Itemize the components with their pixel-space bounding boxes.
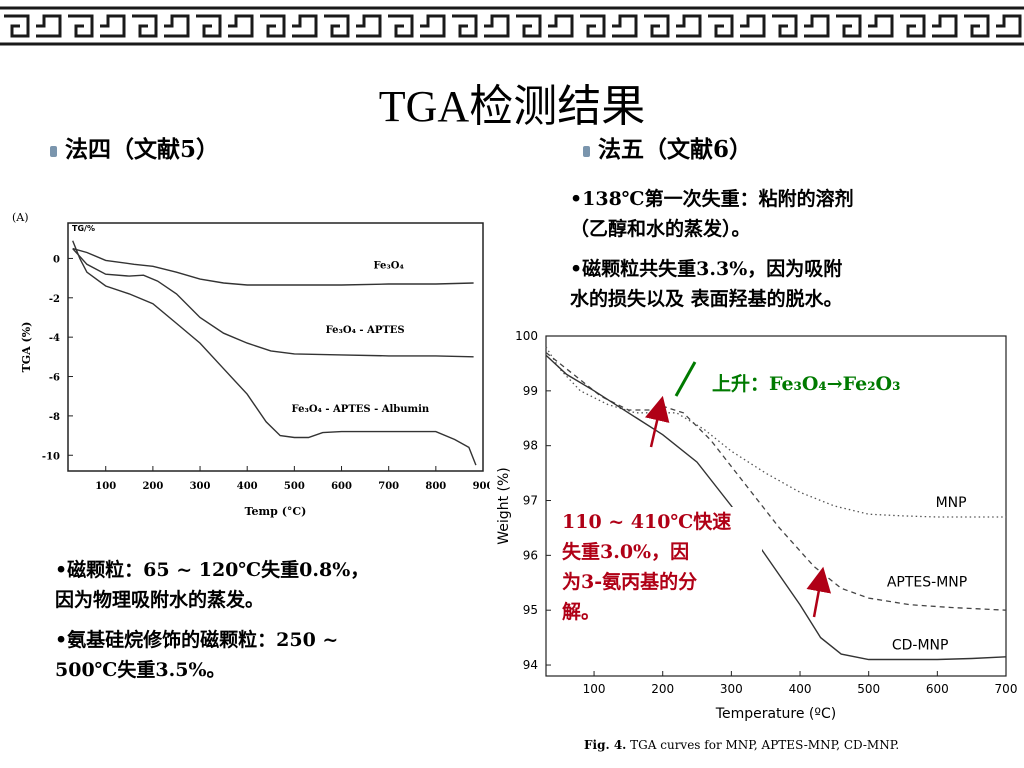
x-tick-label: 700: [378, 481, 399, 492]
red-note-line: 解。: [562, 601, 601, 623]
x-tick-label: 300: [190, 481, 211, 492]
series-line: [72, 248, 474, 358]
y-tick-label: -8: [49, 412, 60, 423]
x-tick-label: 500: [284, 481, 305, 492]
x-axis-label: Temperature (ºC): [715, 706, 836, 722]
y-tick-label: 98: [523, 439, 538, 453]
left-notes: •磁颗粒：65 ~ 120℃失重0.8%， 因为物理吸附水的蒸发。 •氨基硅烷修…: [55, 555, 475, 685]
x-tick-label: 600: [926, 682, 949, 696]
series-line: [72, 247, 474, 286]
corner-label: TG/%: [72, 224, 95, 233]
note-line: 因为物理吸附水的蒸发。: [55, 589, 265, 611]
y-axis-label: Weight (%): [496, 467, 512, 544]
series-line: [545, 354, 1007, 661]
x-tick-label: 800: [425, 481, 446, 492]
green-pointer-line: [674, 361, 697, 397]
red-arrow-upper: [645, 395, 670, 448]
y-tick-label: 95: [523, 603, 538, 617]
x-tick-label: 400: [789, 682, 812, 696]
y-tick-label: 96: [523, 548, 538, 562]
plot-frame: [545, 335, 1007, 677]
series-label: Fe₃O₄ - APTES - Albumin: [292, 404, 430, 415]
x-tick-label: 500: [857, 682, 880, 696]
y-tick-label: 97: [523, 494, 538, 508]
series-line: [72, 240, 477, 466]
tga-chart-a: 100 200 300 400 500 600 700 800 900 0 -2 -4 -6 -8 -10 T…: [12, 211, 490, 518]
x-tick-label: 700: [995, 682, 1018, 696]
red-note-line: 失重3.0%，因: [562, 541, 690, 563]
x-tick-label: 200: [651, 682, 674, 696]
y-tick-label: 100: [515, 329, 538, 343]
red-note-line: 110 ~ 410℃快速: [562, 511, 732, 533]
note-line: 500℃失重3.5%。: [55, 659, 226, 681]
x-tick-label: 400: [237, 481, 258, 492]
figure-caption: Fig. 4. TGA curves for MNP, APTES-MNP, C…: [584, 738, 899, 752]
y-axis-label: TGA (%): [20, 322, 33, 373]
x-tick-label: 100: [95, 481, 116, 492]
rise-annotation: 上升：Fe₃O₄→Fe₂O₃: [712, 369, 900, 399]
x-tick-label: 600: [331, 481, 352, 492]
note-line: •磁颗粒共失重3.3%，因为吸附: [570, 258, 843, 280]
tga-chart-b: 100 200 300 400 500 600 700 94 95 96 97 98 99 100 Temp…: [496, 329, 1018, 722]
bullet-icon: [50, 145, 57, 157]
y-tick-label: -6: [49, 373, 60, 384]
slide-title: TGA检测结果: [378, 82, 646, 131]
red-note-line: 为3-氨丙基的分: [562, 571, 698, 593]
x-tick-label: 900: [473, 481, 490, 492]
right-heading-text: 法五（文献6）: [598, 136, 753, 163]
series-label: MNP: [936, 495, 967, 511]
y-tick-label: -4: [49, 333, 60, 344]
caption-text: TGA curves for MNP, APTES-MNP, CD-MNP.: [626, 738, 900, 752]
series-label: APTES-MNP: [887, 575, 967, 591]
note-line: •138℃第一次失重：粘附的溶剂: [570, 188, 854, 210]
y-tick-label: -2: [49, 294, 60, 305]
note-line: （乙醇和水的蒸发）。: [570, 218, 751, 240]
decorative-banner: [0, 0, 1024, 52]
bullet-icon: [583, 145, 590, 157]
panel-label: (A): [12, 211, 29, 224]
note-line: •磁颗粒：65 ~ 120℃失重0.8%，: [55, 559, 370, 581]
red-arrow-lower: [806, 566, 832, 618]
series-label: CD-MNP: [892, 638, 949, 654]
y-tick-label: -10: [42, 451, 60, 462]
rise-formula: Fe₃O₄→Fe₂O₃: [769, 373, 901, 395]
left-heading-text: 法四（文献5）: [65, 136, 220, 163]
rise-label: 上升：: [712, 373, 770, 395]
series-label: Fe₃O₄ - APTES: [326, 325, 405, 336]
y-tick-label: 94: [523, 658, 538, 672]
x-axis-label: Temp (°C): [245, 505, 307, 518]
plot-frame: [67, 222, 484, 472]
x-tick-label: 100: [583, 682, 606, 696]
decomposition-note: 110 ~ 410℃快速 失重3.0%，因 为3-氨丙基的分 解。: [562, 507, 762, 627]
right-notes: •138℃第一次失重：粘附的溶剂 （乙醇和水的蒸发）。 •磁颗粒共失重3.3%，…: [570, 184, 1010, 314]
x-tick-label: 200: [142, 481, 163, 492]
y-tick-label: 99: [523, 384, 538, 398]
y-tick-label: 0: [53, 254, 60, 265]
caption-label: Fig. 4.: [584, 738, 627, 752]
right-heading: 法五（文献6）: [583, 130, 752, 164]
x-tick-label: 300: [720, 682, 743, 696]
series-label: Fe₃O₄: [373, 260, 404, 271]
note-line: 水的损失以及 表面羟基的脱水。: [570, 288, 843, 310]
left-heading: 法四（文献5）: [50, 130, 219, 164]
note-line: •氨基硅烷修饰的磁颗粒：250 ~: [55, 629, 339, 651]
